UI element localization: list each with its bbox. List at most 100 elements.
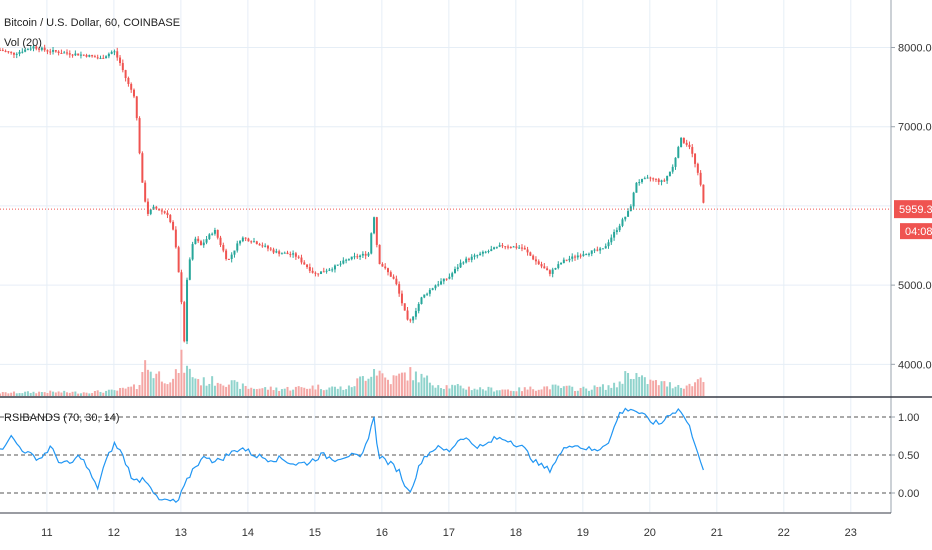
volume-legend[interactable]: Vol (20) [4,37,42,49]
volume-bar [666,386,669,396]
candle-body [504,246,507,248]
candle-body [322,271,325,273]
candle-body [674,157,677,167]
volume-bar [253,388,256,396]
volume-bar [629,378,632,396]
candle-body [543,266,546,269]
candle-body [353,256,356,258]
candle-body [364,253,367,256]
volume-bar [286,386,289,396]
candle-body [230,254,233,260]
candle-body [699,172,702,185]
candle-body [437,284,440,286]
volume-bar [116,390,119,396]
volume-bar [32,391,35,396]
volume-bar [339,386,342,396]
volume-bar [479,387,482,396]
volume-bar [297,386,300,396]
volume-bar [216,382,219,396]
candle-body [54,50,57,52]
candle-body [546,268,549,271]
candle-body [646,177,649,179]
volume-bar [88,393,91,396]
volume-bar [641,375,644,396]
candle-body [532,255,535,260]
volume-bar [638,376,641,396]
candle-body [155,206,158,209]
candle-body [356,256,359,258]
volume-bar [554,384,557,396]
candle-body [386,268,389,273]
time-tick-label: 14 [242,527,254,539]
candle-body [99,57,102,59]
candle-body [431,288,434,290]
volume-bar [311,385,314,396]
candle-body [211,233,214,235]
candle-body [0,49,1,51]
candle-body [7,51,10,53]
candle-body [624,216,627,220]
volume-bar [453,385,456,396]
volume-bar [275,387,278,396]
candle-body [169,215,172,222]
indicator-axis[interactable]: 1.00 0.50 0.00 [891,412,919,500]
volume-bar [560,387,563,396]
candle-body [487,251,490,253]
volume-bar [498,390,501,396]
candle-body [297,256,300,258]
volume-bar [52,391,55,396]
indicator-legend[interactable]: RSIBANDS (70, 30, 14) [4,412,120,424]
volume-bar [155,373,158,396]
candle-body [481,251,484,254]
symbol-title[interactable]: Bitcoin / U.S. Dollar, 60, COINBASE [4,17,180,29]
candle-body [518,247,521,249]
volume-bar [437,385,440,396]
volume-bar [392,375,395,396]
chart-grid [0,0,891,512]
last-price-tag: 5959.32 04:08 [894,200,932,240]
candle-body [183,302,186,342]
volume-bar [54,392,57,396]
volume-bar [135,389,138,396]
volume-bar [347,385,350,396]
candle-body [219,237,222,246]
candle-body [557,264,560,269]
rsi-band-levels [0,416,891,494]
indicator-tick-label: 0.50 [898,450,919,462]
volume-bar [356,378,359,396]
volume-bar [364,380,367,396]
candle-body [308,267,311,271]
volume-bar [565,385,568,396]
volume-bar [604,389,607,396]
candle-body [520,247,523,249]
candle-body [668,171,671,176]
candle-body [643,178,646,180]
candle-body [593,249,596,251]
time-axis[interactable]: 11 12 13 14 15 16 17 18 19 20 21 22 23 [41,527,857,539]
time-tick-label: 19 [577,527,589,539]
candle-body [621,219,624,226]
candle-body [74,53,77,56]
candle-body [283,252,286,254]
price-axis[interactable]: 8000.00 7000.00 5000.00 4000.00 [891,43,932,372]
volume-bar [82,392,85,396]
volume-bar [696,379,699,396]
volume-bar [43,392,46,396]
candle-body [152,206,155,210]
candle-body [65,52,68,54]
candle-body [46,50,49,52]
volume-bar [512,391,515,396]
volume-bar [294,386,297,396]
candle-body [79,54,82,56]
candle-body [303,262,306,265]
volume-bar [389,384,392,396]
candle-body [127,78,130,84]
candle-body [247,238,250,242]
candle-body [292,253,295,255]
volume-bar [428,382,431,396]
candle-body [85,55,88,57]
candle-body [174,229,177,248]
candle-body [509,247,512,249]
candle-body [35,46,38,49]
